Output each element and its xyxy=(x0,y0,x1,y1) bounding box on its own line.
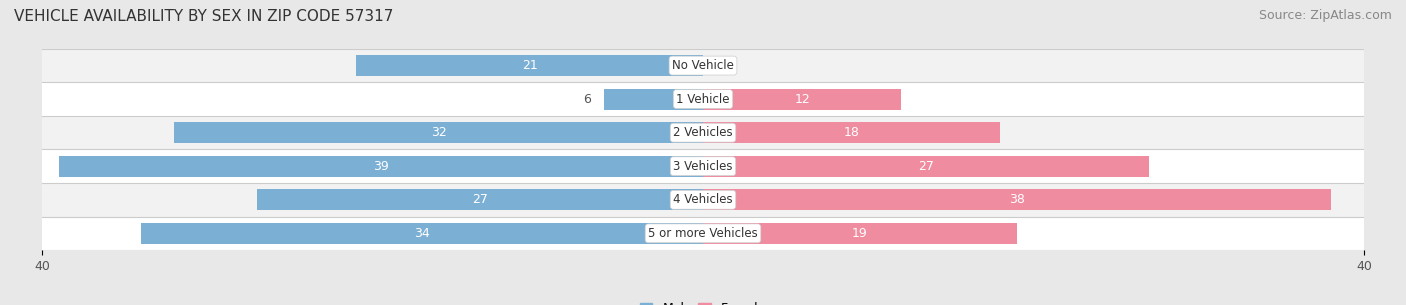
Bar xyxy=(703,156,1149,177)
Text: No Vehicle: No Vehicle xyxy=(672,59,734,72)
Text: 39: 39 xyxy=(373,160,388,173)
Text: 4 Vehicles: 4 Vehicles xyxy=(673,193,733,206)
Text: 5 or more Vehicles: 5 or more Vehicles xyxy=(648,227,758,240)
Text: 3 Vehicles: 3 Vehicles xyxy=(673,160,733,173)
Text: VEHICLE AVAILABILITY BY SEX IN ZIP CODE 57317: VEHICLE AVAILABILITY BY SEX IN ZIP CODE … xyxy=(14,9,394,24)
Bar xyxy=(141,223,703,244)
Bar xyxy=(257,189,703,210)
Text: 21: 21 xyxy=(522,59,537,72)
Text: 12: 12 xyxy=(794,93,810,106)
Bar xyxy=(703,223,1017,244)
Text: 0: 0 xyxy=(716,59,724,72)
Bar xyxy=(42,217,1364,250)
Text: 27: 27 xyxy=(472,193,488,206)
Bar xyxy=(703,189,1330,210)
Bar xyxy=(42,149,1364,183)
Text: 27: 27 xyxy=(918,160,934,173)
Bar xyxy=(42,183,1364,217)
Text: 18: 18 xyxy=(844,126,859,139)
Bar xyxy=(605,89,703,109)
Text: 2 Vehicles: 2 Vehicles xyxy=(673,126,733,139)
Text: 6: 6 xyxy=(582,93,591,106)
Bar xyxy=(356,55,703,76)
Bar xyxy=(703,122,1001,143)
Bar xyxy=(42,116,1364,149)
Text: Source: ZipAtlas.com: Source: ZipAtlas.com xyxy=(1258,9,1392,22)
Bar xyxy=(42,49,1364,82)
Text: 38: 38 xyxy=(1010,193,1025,206)
Bar xyxy=(703,89,901,109)
Text: 19: 19 xyxy=(852,227,868,240)
Text: 32: 32 xyxy=(430,126,447,139)
Legend: Male, Female: Male, Female xyxy=(636,297,770,305)
Text: 1 Vehicle: 1 Vehicle xyxy=(676,93,730,106)
Bar xyxy=(59,156,703,177)
Text: 34: 34 xyxy=(415,227,430,240)
Bar xyxy=(174,122,703,143)
Bar xyxy=(42,82,1364,116)
